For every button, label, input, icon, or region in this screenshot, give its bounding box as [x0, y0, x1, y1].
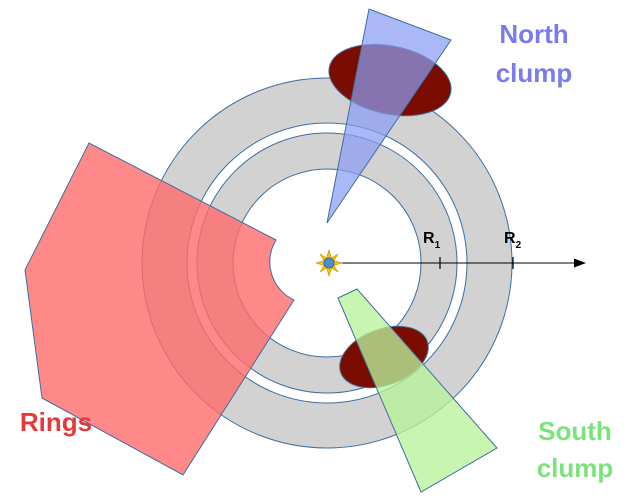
south-clump-label-line2: clump: [537, 453, 614, 483]
r2-label: R2: [504, 230, 522, 251]
star-icon: [314, 248, 344, 278]
north-clump-label-line1: North: [499, 19, 568, 49]
rings-label: Rings: [20, 407, 92, 437]
south-clump-wedge: [337, 288, 498, 493]
north-clump-label-line2: clump: [496, 58, 573, 88]
north-clump-wedge: [326, 8, 452, 224]
rings-wedge: [24, 142, 295, 476]
r1-label: R1: [423, 230, 441, 251]
arrow-right-icon: [574, 258, 586, 268]
south-clump-label-line1: South: [538, 416, 612, 446]
